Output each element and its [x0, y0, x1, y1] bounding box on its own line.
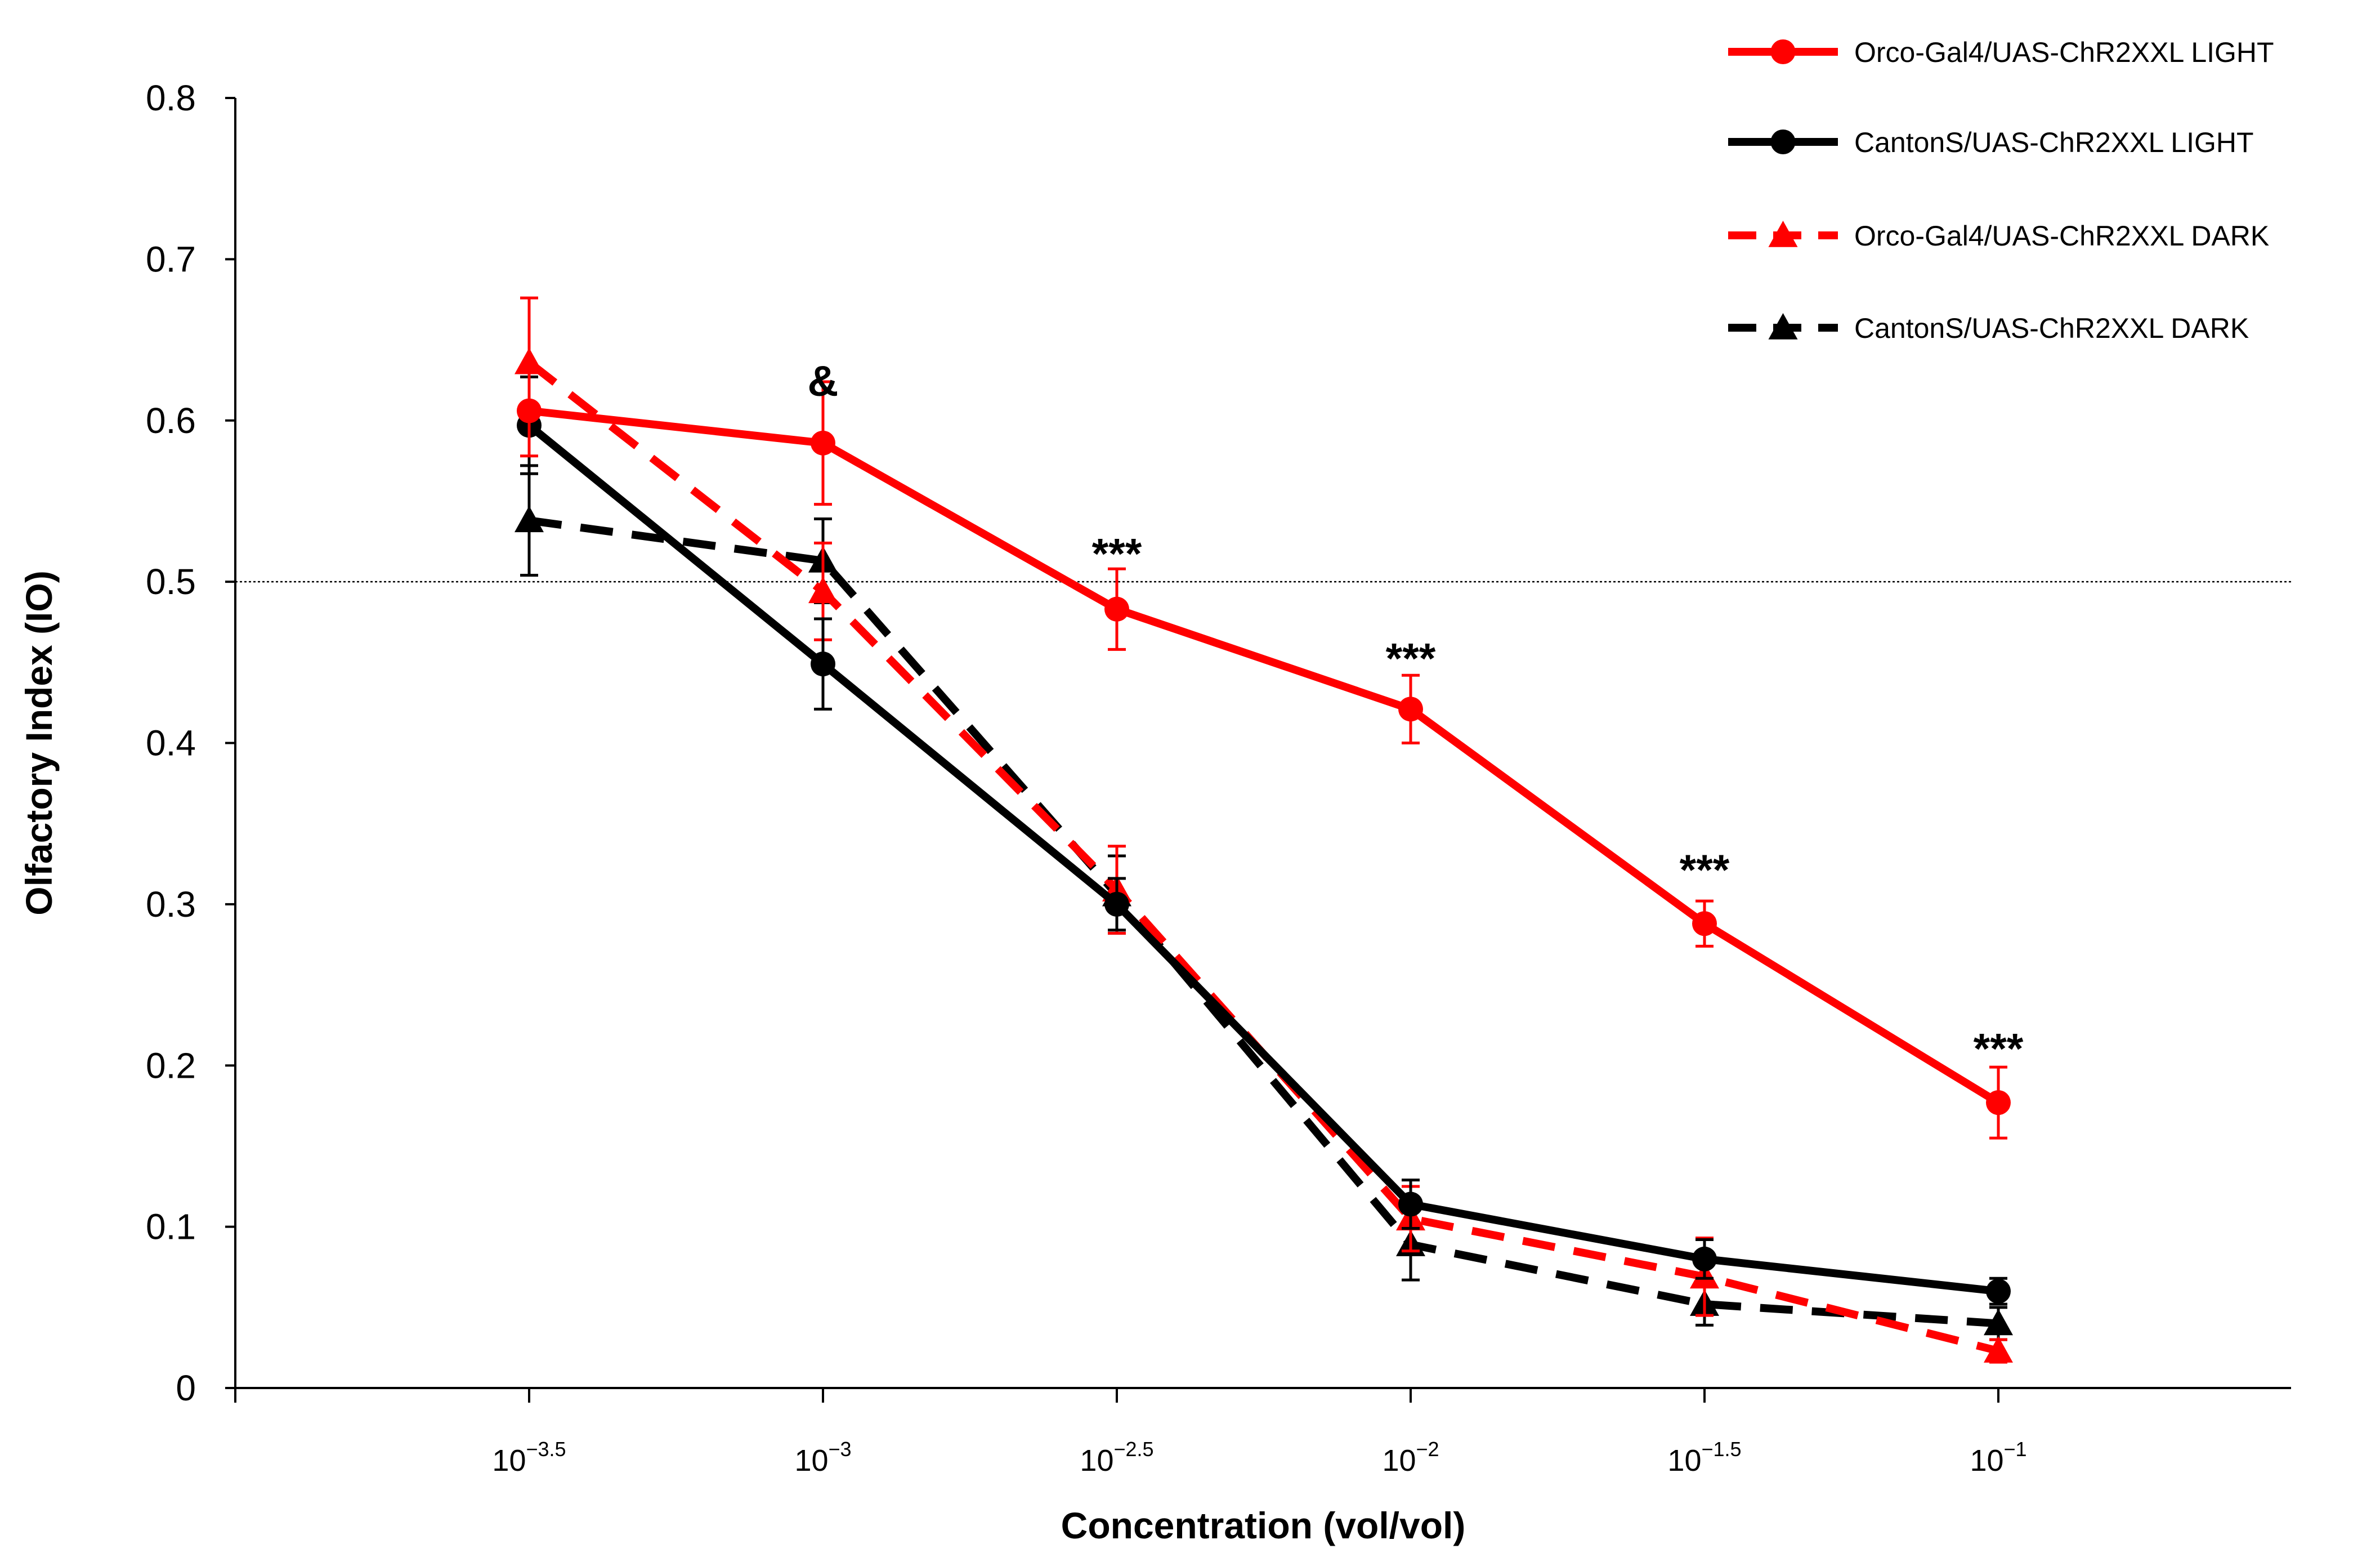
- x-tick-label: 10−1: [1970, 1438, 2026, 1478]
- data-point: [1986, 1090, 2011, 1115]
- data-point: [517, 398, 542, 423]
- series-line: [529, 407, 2001, 1106]
- significance-annotation: ***: [1386, 635, 1436, 683]
- y-tick-label: 0.3: [146, 884, 196, 925]
- data-point: [811, 651, 835, 677]
- series-line: [526, 359, 1999, 1355]
- data-point: [1692, 1246, 1717, 1271]
- series-line: [526, 422, 1999, 1296]
- y-tick-label: 0.8: [146, 78, 196, 118]
- y-tick-label: 0.7: [146, 239, 196, 279]
- significance-annotation: &: [808, 358, 839, 405]
- data-point: [515, 506, 544, 533]
- y-tick-label: 0.4: [146, 723, 196, 764]
- legend-label: Orco-Gal4/UAS-ChR2XXL LIGHT: [1854, 37, 2274, 68]
- significance-annotation: ***: [1092, 530, 1142, 578]
- y-axis-title: Olfactory Index (IO): [18, 570, 60, 915]
- data-point: [1984, 1309, 2013, 1336]
- x-tick-label: 10−2.5: [1080, 1438, 1153, 1478]
- data-point: [1986, 1279, 2011, 1304]
- legend-marker: [1770, 39, 1796, 64]
- y-tick-label: 0.2: [146, 1045, 196, 1086]
- y-tick-label: 0: [176, 1368, 196, 1408]
- legend-marker: [1768, 313, 1798, 340]
- x-axis-title: Concentration (vol/vol): [1061, 1505, 1466, 1546]
- y-tick-label: 0.1: [146, 1207, 196, 1247]
- series-0: [517, 364, 2011, 1140]
- data-point: [515, 347, 544, 374]
- y-tick-label: 0.5: [146, 561, 196, 602]
- data-point: [808, 577, 838, 604]
- series-2: [515, 296, 2013, 1364]
- legend-label: CantonS/UAS-ChR2XXL LIGHT: [1854, 127, 2254, 158]
- legend-label: Orco-Gal4/UAS-ChR2XXL DARK: [1854, 220, 2269, 252]
- significance-annotation: ***: [1974, 1025, 2024, 1073]
- legend-label: CantonS/UAS-ChR2XXL DARK: [1854, 313, 2249, 344]
- legend-item: Orco-Gal4/UAS-ChR2XXL DARK: [1728, 220, 2269, 252]
- legend-marker: [1770, 130, 1796, 154]
- data-point: [1692, 911, 1717, 936]
- data-point: [1104, 596, 1129, 622]
- series-line: [529, 516, 1999, 1328]
- legend-marker: [1768, 221, 1798, 247]
- legend-item: Orco-Gal4/UAS-ChR2XXL LIGHT: [1728, 37, 2274, 68]
- significance-annotation: ***: [1680, 846, 1730, 894]
- y-tick-label: 0.6: [146, 400, 196, 441]
- data-point: [1984, 1336, 2013, 1363]
- data-point: [1398, 1191, 1423, 1217]
- x-tick-label: 10−3.5: [492, 1438, 566, 1478]
- x-tick-label: 10−1.5: [1667, 1438, 1741, 1478]
- legend-item: CantonS/UAS-ChR2XXL DARK: [1728, 313, 2249, 344]
- data-point: [1104, 891, 1129, 917]
- data-point: [1398, 697, 1423, 722]
- legend-item: CantonS/UAS-ChR2XXL LIGHT: [1728, 127, 2254, 158]
- series-1: [517, 375, 2011, 1306]
- x-tick-label: 10−2: [1382, 1438, 1439, 1478]
- x-tick-label: 10−3: [794, 1438, 851, 1478]
- data-point: [811, 430, 835, 456]
